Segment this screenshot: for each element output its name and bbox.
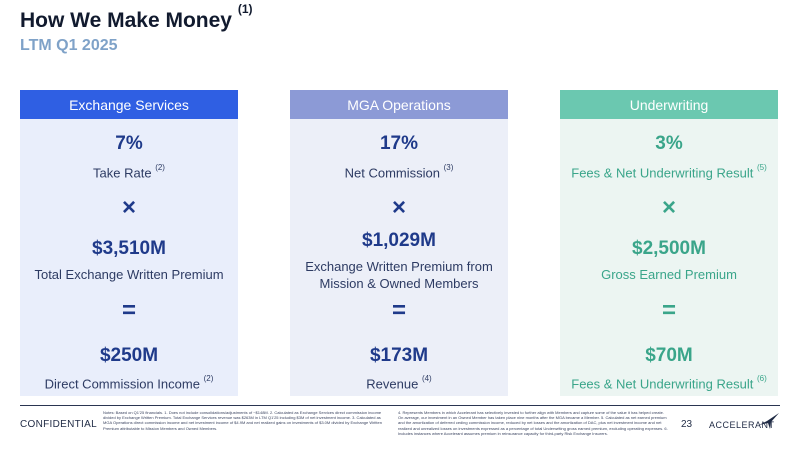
mga-operations-column: MGA Operations 17% Net Commission (3) × … xyxy=(290,90,508,396)
page-title-text: How We Make Money xyxy=(20,9,232,32)
footnote-ref: (2) xyxy=(203,374,214,383)
column-body: 17% Net Commission (3) × $1,029M Exchang… xyxy=(290,119,508,396)
commission-income-value: $250M xyxy=(99,345,159,366)
take-rate-label-text: Take Rate xyxy=(93,165,152,181)
footnotes-left: Notes: Based on Q1'25 financials. 1. Doe… xyxy=(103,410,382,431)
page-title: How We Make Money (1) xyxy=(20,2,253,33)
underwriting-rate-label-text: Fees & Net Underwriting Result xyxy=(571,165,754,181)
member-premium-value: $1,029M xyxy=(362,230,436,251)
footnote-ref: (2) xyxy=(155,163,165,172)
column-header: Underwriting xyxy=(560,90,778,119)
underwriting-rate-value: 3% xyxy=(655,133,683,154)
underwriting-result-label-text: Fees & Net Underwriting Result xyxy=(571,376,754,392)
net-commission-label-text: Net Commission xyxy=(344,165,440,181)
commission-income-label: Direct Commission Income (2) xyxy=(20,372,238,392)
commission-income-label-text: Direct Commission Income xyxy=(44,376,200,392)
take-rate-value: 7% xyxy=(115,133,143,154)
page-subtitle: LTM Q1 2025 xyxy=(20,37,118,54)
footnotes-right: 4. Represents Members in which Acceleran… xyxy=(398,410,668,436)
confidential-label: CONFIDENTIAL xyxy=(20,419,97,430)
column-body: 7% Take Rate (2) × $3,510M Total Exchang… xyxy=(20,119,238,396)
column-header: MGA Operations xyxy=(290,90,508,119)
footer-divider xyxy=(20,405,780,406)
underwriting-result-label: Fees & Net Underwriting Result (6) xyxy=(560,372,778,392)
earned-premium-value: $2,500M xyxy=(632,238,706,259)
net-commission-value: 17% xyxy=(379,133,419,154)
equals-operator: = xyxy=(661,297,676,324)
revenue-label: Revenue (4) xyxy=(290,372,508,392)
column-body: 3% Fees & Net Underwriting Result (5) × … xyxy=(560,119,778,396)
member-premium-label: Exchange Written Premium from xyxy=(305,259,493,274)
underwriting-column: Underwriting 3% Fees & Net Underwriting … xyxy=(560,90,778,396)
footnote-ref: (6) xyxy=(756,374,767,383)
exchange-services-column: Exchange Services 7% Take Rate (2) × $3,… xyxy=(20,90,238,396)
title-footnote: (1) xyxy=(237,2,253,16)
footnote-ref: (3) xyxy=(443,163,454,172)
equals-operator: = xyxy=(121,297,136,324)
written-premium-label: Total Exchange Written Premium xyxy=(34,267,224,282)
footnote-ref: (4) xyxy=(421,374,432,383)
revenue-value: $173M xyxy=(369,345,429,366)
earned-premium-label: Gross Earned Premium xyxy=(601,267,737,282)
page-footer: CONFIDENTIAL Notes: Based on Q1'25 finan… xyxy=(0,405,800,454)
brand-name: ACCELERANT xyxy=(709,420,775,430)
net-commission-label: Net Commission (3) xyxy=(290,161,508,181)
take-rate-label: Take Rate (2) xyxy=(20,161,238,181)
column-header: Exchange Services xyxy=(20,90,238,119)
revenue-label-text: Revenue xyxy=(366,376,419,392)
equals-operator: = xyxy=(391,297,406,324)
underwriting-result-value: $70M xyxy=(645,345,693,366)
multiply-operator: × xyxy=(121,194,136,221)
member-premium-label-line2: Mission & Owned Members xyxy=(319,276,479,291)
underwriting-rate-label: Fees & Net Underwriting Result (5) xyxy=(560,161,778,181)
bird-logo-icon xyxy=(759,413,779,429)
page-number: 23 xyxy=(681,419,693,430)
multiply-operator: × xyxy=(391,194,406,221)
multiply-operator: × xyxy=(661,194,676,221)
footnote-ref: (5) xyxy=(756,163,767,172)
written-premium-value: $3,510M xyxy=(92,238,166,259)
